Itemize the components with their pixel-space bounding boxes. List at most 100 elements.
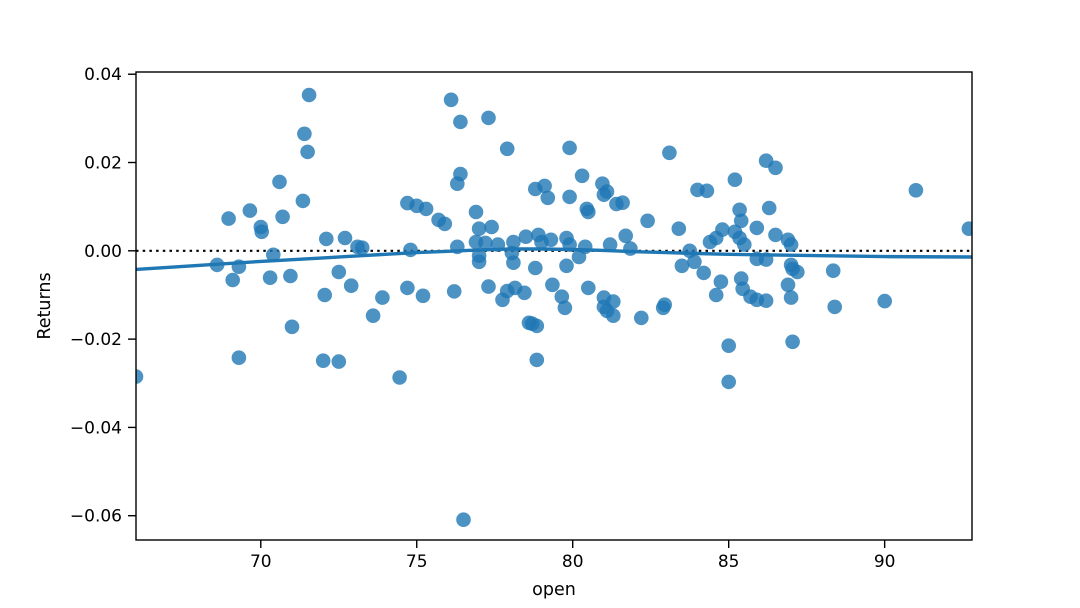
scatter-point	[581, 204, 596, 220]
scatter-point	[780, 277, 796, 293]
regression-layer	[136, 247, 972, 272]
scatter-point	[136, 369, 144, 384]
scatter-point	[554, 289, 570, 305]
scatter-point	[453, 114, 468, 130]
scatter-point	[300, 144, 315, 160]
scatter-point	[365, 308, 381, 324]
plot-frame	[135, 71, 973, 541]
scatter-point	[529, 352, 545, 368]
scatter-point	[375, 290, 390, 305]
scatter-point	[529, 318, 545, 334]
scatter-point	[699, 183, 715, 199]
scatter-point	[331, 264, 347, 280]
scatter-point	[471, 221, 487, 236]
scatter-point	[317, 287, 333, 303]
scatter-point	[908, 183, 924, 198]
scatter-point	[537, 178, 552, 194]
scatter-point	[254, 224, 269, 240]
scatter-point	[540, 190, 556, 206]
x-tick-label: 90	[874, 552, 896, 572]
scatter-point	[231, 350, 247, 366]
scatter-point	[295, 193, 311, 209]
scatter-point	[478, 235, 493, 251]
y-tick-label: 0.04	[84, 65, 122, 85]
scatter-point	[623, 241, 638, 256]
scatter-point	[453, 166, 468, 182]
y-tick-label: −0.02	[70, 330, 122, 350]
axes-layer: 70 75 80 85 90 0.04 0.02 0.00 −0.02 −0.04 −0.06	[70, 65, 973, 572]
scatter-point	[331, 354, 347, 369]
scatter-point	[343, 278, 359, 294]
scatter-point	[674, 258, 690, 274]
scatter-point	[877, 293, 892, 309]
scatter-point	[517, 285, 532, 301]
scatter-point	[634, 310, 649, 326]
scatter-point	[446, 284, 462, 299]
scatter-point	[437, 216, 453, 232]
scatter-point	[506, 234, 521, 250]
scatter-point	[484, 219, 499, 235]
scatter-point	[761, 200, 777, 216]
scatter-layer	[136, 87, 972, 527]
scatter-point	[221, 211, 236, 226]
scatter-point	[481, 110, 496, 126]
scatter-point	[671, 221, 687, 236]
scatter-point	[657, 297, 672, 313]
scatter-point	[418, 201, 434, 217]
scatter-point	[783, 290, 799, 305]
scatter-point	[708, 287, 724, 303]
scatter-point	[337, 230, 353, 246]
scatter-point	[581, 280, 596, 296]
scatter-point	[543, 232, 559, 248]
scatter-point	[315, 353, 331, 369]
scatter-point	[733, 213, 749, 229]
scatter-point	[262, 270, 278, 286]
scatter-point	[783, 237, 799, 252]
scatter-point	[577, 239, 593, 255]
scatter-point	[242, 203, 258, 218]
scatter-point	[721, 338, 736, 354]
y-tick-label: 0.00	[84, 242, 122, 262]
scatter-point	[225, 272, 240, 288]
x-tick-label: 85	[718, 552, 740, 572]
scatter-point	[732, 202, 747, 218]
scatter-point	[574, 168, 590, 184]
scatter-point	[518, 229, 534, 244]
y-tick-label: −0.06	[70, 507, 122, 527]
scatter-point	[599, 184, 615, 199]
x-tick-label: 75	[406, 552, 428, 572]
x-tick-label: 80	[562, 552, 584, 572]
lowess-regression-line	[136, 247, 972, 272]
scatter-point	[301, 87, 317, 103]
scatter-point	[562, 140, 577, 156]
scatter-point	[696, 265, 711, 281]
scatter-point	[297, 126, 312, 142]
scatter-point	[319, 231, 334, 247]
scatter-point	[749, 220, 765, 236]
scatter-point	[768, 160, 783, 176]
scatter-point	[481, 279, 496, 294]
scatter-point	[468, 204, 484, 220]
scatter-point	[727, 172, 743, 187]
scatter-point	[758, 293, 774, 309]
scatter-point	[662, 145, 677, 161]
scatter-point	[785, 334, 800, 350]
scatter-point	[827, 299, 842, 315]
x-tick-label: 70	[250, 552, 272, 572]
y-tick-label: −0.04	[70, 418, 122, 438]
scatter-point	[559, 258, 574, 274]
scatter-point	[961, 221, 972, 236]
scatter-point	[266, 247, 281, 263]
scatter-point	[737, 237, 752, 252]
scatter-point	[392, 370, 407, 385]
scatter-point	[640, 213, 655, 229]
scatter-point	[768, 227, 783, 243]
scatter-point	[275, 209, 290, 225]
scatter-point	[272, 174, 287, 190]
scatter-point	[606, 308, 621, 324]
scatter-point	[721, 374, 736, 390]
scatter-point	[415, 288, 431, 304]
scatter-point	[456, 512, 471, 527]
